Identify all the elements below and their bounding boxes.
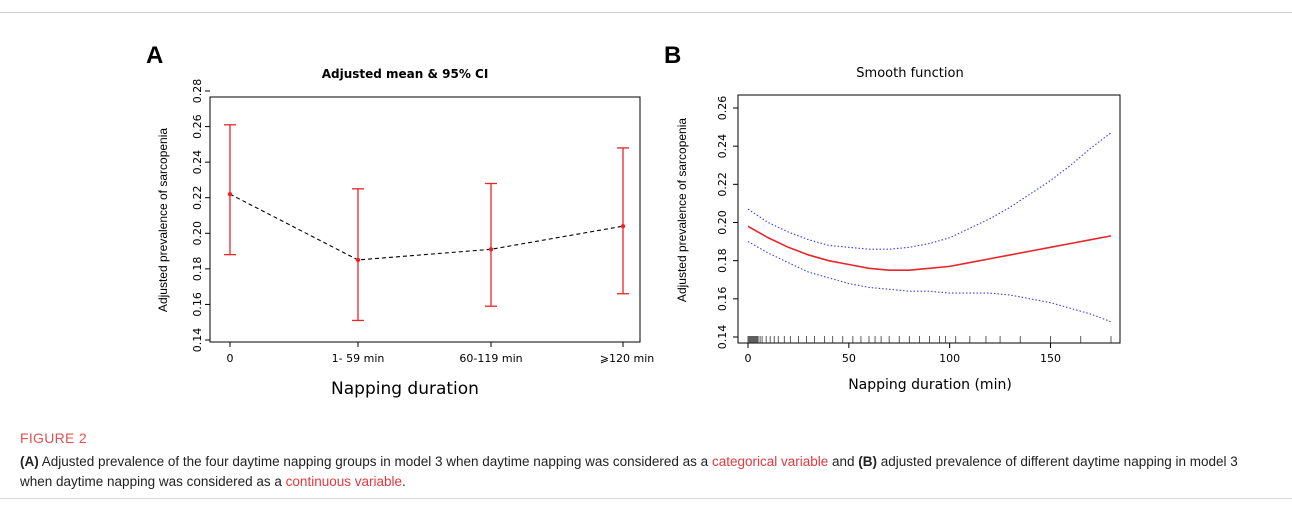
panel-a-x-axis: 0 1- 59 min 60-119 min ⩾120 min bbox=[227, 342, 654, 365]
panel-a-title: Adjusted mean & 95% CI bbox=[322, 67, 489, 81]
caption-part-4: . bbox=[402, 474, 406, 489]
bottom-divider bbox=[0, 498, 1292, 499]
caption-b-marker: (B) bbox=[858, 454, 878, 469]
y-tick-label: 0.28 bbox=[191, 79, 204, 104]
caption-part-2: and bbox=[828, 454, 859, 469]
figure-label: FIGURE 2 bbox=[20, 430, 87, 446]
x-tick-label: 100 bbox=[939, 352, 960, 365]
figure-chart-area: A Adjusted mean & 95% CI 0.14 0.16 0.18 0.2… bbox=[146, 42, 1121, 399]
panel-a-y-axis-label: Adjusted prevalence of sarcopenia bbox=[156, 128, 170, 312]
caption-part-3: adjusted prevalence of different daytime… bbox=[20, 454, 1238, 489]
panel-a-marks bbox=[224, 124, 629, 322]
panel-a-letter: A bbox=[146, 42, 163, 69]
y-tick-label: 0.22 bbox=[716, 172, 729, 197]
x-tick-label: ⩾120 min bbox=[600, 352, 654, 365]
y-tick-label: 0.16 bbox=[191, 292, 204, 317]
panel-b-chart: B Smooth function 0.140.160.180.200.220.… bbox=[664, 42, 1121, 393]
x-tick-label: 0 bbox=[745, 352, 752, 365]
mean-point bbox=[355, 257, 361, 263]
y-tick-label: 0.26 bbox=[191, 114, 204, 139]
caption-part-1: Adjusted prevalence of the four daytime … bbox=[38, 454, 712, 469]
categorical-variable-link[interactable]: categorical variable bbox=[711, 454, 829, 469]
figure-caption: FIGURE 2 (A) Adjusted prevalence of the … bbox=[20, 430, 1270, 492]
caption-a-marker: (A) bbox=[20, 454, 39, 469]
panel-b-letter: B bbox=[664, 42, 681, 69]
mean-trend-line bbox=[229, 193, 624, 261]
x-tick-label: 50 bbox=[842, 352, 856, 365]
mean-point bbox=[227, 191, 233, 197]
fitted-curve bbox=[747, 225, 1112, 272]
panel-a-plot-frame bbox=[209, 96, 641, 343]
panel-b-x-axis: 0 50 100 150 bbox=[745, 343, 1061, 365]
lower-ci-curve bbox=[747, 241, 1112, 323]
x-tick-label: 60-119 min bbox=[459, 352, 522, 365]
y-tick-label: 0.22 bbox=[191, 185, 204, 210]
y-tick-label: 0.18 bbox=[716, 248, 729, 273]
top-divider bbox=[0, 12, 1292, 13]
y-tick-label: 0.18 bbox=[191, 257, 204, 282]
y-tick-label: 0.16 bbox=[716, 287, 729, 312]
y-tick-label: 0.20 bbox=[191, 221, 204, 246]
continuous-variable-link[interactable]: continuous variable bbox=[285, 474, 402, 489]
panel-a-y-axis: 0.14 0.16 0.18 0.20 0.22 0.24 0.26 0.28 bbox=[191, 79, 210, 353]
y-tick-label: 0.14 bbox=[191, 328, 204, 353]
mean-point bbox=[488, 247, 494, 252]
panel-b-x-axis-label: Napping duration (min) bbox=[848, 377, 1012, 393]
panel-b-lines bbox=[747, 132, 1112, 323]
caption-text: (A) Adjusted prevalence of the four dayt… bbox=[20, 452, 1270, 492]
panel-b-plot-frame bbox=[737, 94, 1121, 344]
panel-b-title: Smooth function bbox=[856, 66, 963, 81]
panel-b-y-axis-label: Adjusted prevalence of sarcopenia bbox=[675, 118, 689, 302]
x-tick-label: 150 bbox=[1040, 352, 1061, 365]
upper-ci-curve bbox=[747, 132, 1112, 250]
y-tick-label: 0.20 bbox=[716, 210, 729, 235]
x-tick-label: 1- 59 min bbox=[332, 352, 385, 365]
mean-point bbox=[620, 223, 626, 229]
y-tick-label: 0.24 bbox=[716, 134, 729, 159]
panel-a-x-axis-label: Napping duration bbox=[331, 379, 479, 399]
y-tick-label: 0.24 bbox=[191, 150, 204, 175]
y-tick-label: 0.14 bbox=[716, 325, 729, 350]
x-tick-label: 0 bbox=[227, 352, 234, 365]
y-tick-label: 0.26 bbox=[716, 96, 729, 121]
panel-a-chart: A Adjusted mean & 95% CI 0.14 0.16 0.18 0.2… bbox=[146, 42, 654, 399]
panel-b-y-axis: 0.14 0.16 0.18 0.20 0.22 0.24 0.26 bbox=[716, 96, 738, 350]
panel-b-rug bbox=[747, 336, 1112, 343]
